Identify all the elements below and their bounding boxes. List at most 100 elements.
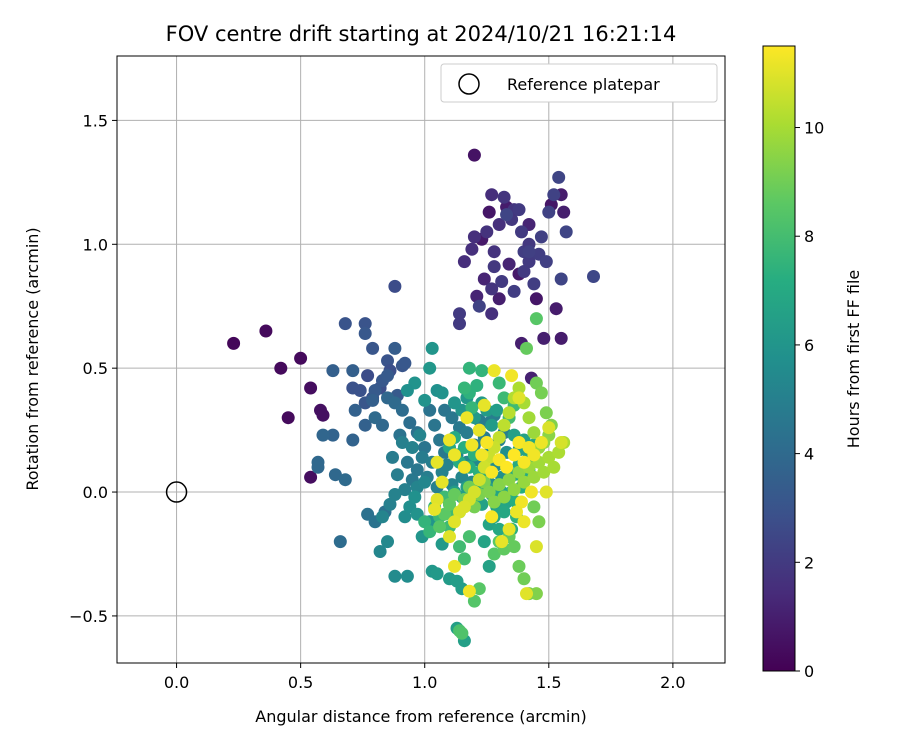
data-point [430,493,444,506]
data-point [328,468,342,482]
data-point [515,225,528,239]
data-point [507,483,521,497]
y-axis: −0.5 0.0 0.5 1.0 1.5 [69,111,117,626]
data-point [529,376,543,390]
data-point [457,552,471,566]
data-point [482,485,496,499]
y-tick-label: −0.5 [69,607,108,626]
data-point [507,284,521,298]
data-point [405,441,419,454]
legend-label: Reference platepar [507,75,660,94]
data-point [537,465,551,479]
data-point [559,225,573,239]
y-tick-label: 0.0 [83,483,108,502]
data-point [448,488,461,501]
data-point [470,379,484,392]
data-point [517,515,531,529]
data-point [467,148,481,162]
colorbar-ticks: 0 2 4 6 8 10 [795,119,824,681]
data-point [408,490,422,504]
data-point [547,460,561,474]
data-point [413,428,427,442]
data-point [403,416,417,430]
data-point [445,411,459,425]
data-point [388,279,402,293]
data-point [467,230,481,244]
data-point [395,436,409,449]
data-point [388,569,402,583]
data-point [400,384,414,397]
data-point [326,364,340,378]
data-point [428,418,442,432]
data-point [448,559,461,573]
data-point [418,475,432,489]
data-point [529,292,543,306]
data-point [400,569,414,583]
data-point [462,530,476,544]
data-point [482,559,496,573]
data-point [485,465,499,479]
data-point [294,351,308,365]
data-point [443,530,456,544]
data-point [480,436,494,449]
data-point [547,188,561,202]
legend-box [440,63,718,103]
data-point [448,448,461,462]
data-point [492,218,506,231]
data-point [517,572,531,586]
data-point [477,272,491,286]
data-point [502,522,516,536]
data-point [433,520,447,534]
data-point [227,336,241,350]
data-point [381,369,394,383]
data-point [527,448,541,462]
plot-frame [116,55,726,664]
data-point [497,190,511,204]
data-point [465,242,479,256]
x-tick-label: 1.0 [412,673,437,692]
data-point [346,364,360,378]
data-point [472,473,486,487]
data-point [304,381,318,395]
data-point [423,361,437,375]
data-point [455,626,469,640]
data-point [524,485,538,499]
data-point [353,384,367,397]
data-point [358,418,372,432]
data-point [485,307,499,321]
colorbar-tick-label: 6 [804,336,814,355]
data-point [512,436,526,449]
data-point [512,391,526,405]
data-point [542,421,556,435]
data-point [552,170,566,184]
data-point [346,433,360,447]
data-point [539,406,553,420]
data-point [462,584,476,598]
data-point [448,515,461,529]
data-point [500,208,514,222]
data-point [326,428,340,442]
data-point [376,418,389,432]
data-point [502,257,516,271]
data-point [418,393,432,407]
data-point [383,497,397,511]
data-point [395,403,409,417]
data-point [529,540,543,554]
data-point [423,525,437,539]
x-tick-label: 2.0 [660,673,685,692]
data-point [507,540,521,554]
data-point [507,448,521,462]
data-point [348,403,362,417]
data-point [490,403,504,417]
data-point [522,255,536,269]
data-point [492,292,506,306]
data-point [487,495,501,509]
data-point [358,327,372,340]
data-point [443,433,456,447]
data-point [554,331,568,345]
data-point [453,307,466,321]
data-points [227,148,600,648]
data-point [443,497,456,511]
data-point [539,255,553,269]
data-point [381,535,394,549]
